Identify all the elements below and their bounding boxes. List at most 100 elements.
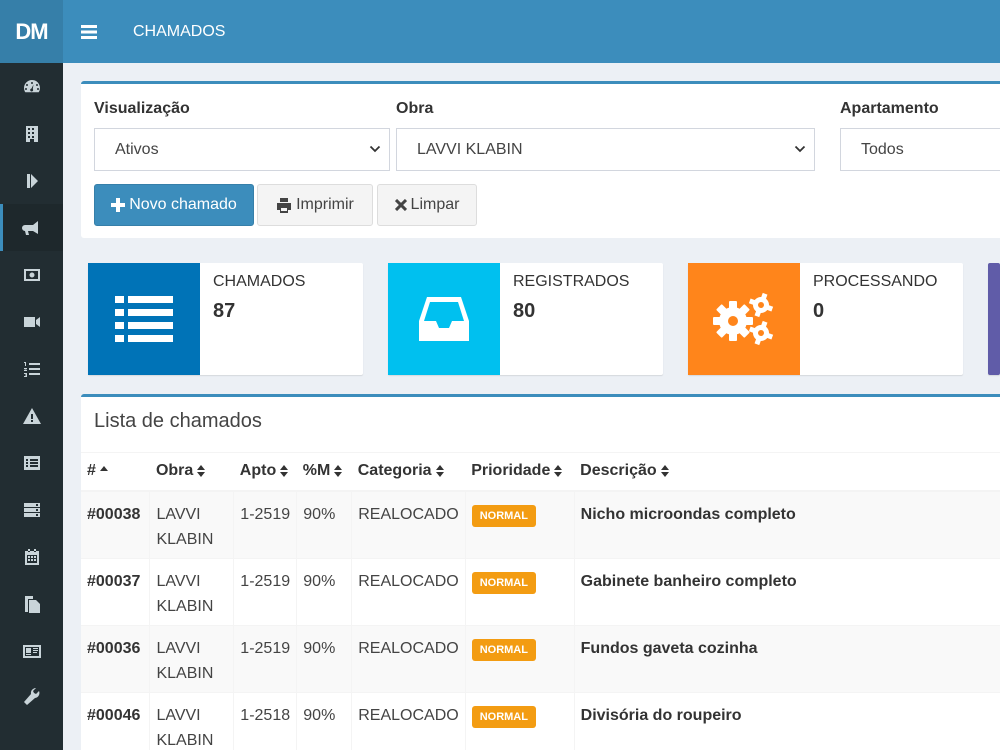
table-row[interactable]: #00046 LAVVI KLABIN 1-2518 90% REALOCADO …: [81, 692, 1000, 750]
sidebar-item-forward[interactable]: [0, 157, 63, 204]
stat-label: REGISTRADOS: [513, 273, 630, 290]
stat-value: 87: [213, 300, 236, 322]
cell-categoria: REALOCADO: [351, 625, 466, 693]
print-icon: [277, 197, 292, 213]
sort-icon: [280, 465, 289, 478]
sidebar-item-settings[interactable]: [0, 674, 63, 721]
cell-id: #00046: [81, 692, 151, 750]
priority-badge: NORMAL: [471, 705, 536, 728]
warning-icon: [22, 407, 41, 424]
cell-descricao: Nicho microondas completo: [574, 490, 1000, 559]
sort-icon: [435, 465, 444, 478]
cell-percent-m: 90%: [296, 490, 353, 559]
stat-card-chamados[interactable]: CHAMADOS 87: [88, 263, 363, 375]
visualizacao-value: Ativos: [115, 140, 159, 158]
imprimir-button[interactable]: Imprimir: [257, 184, 373, 226]
column-header-categoria[interactable]: Categoria: [351, 452, 466, 492]
stat-card-registrados[interactable]: REGISTRADOS 80: [388, 263, 663, 375]
stat-card-processando[interactable]: PROCESSANDO 0: [688, 263, 963, 375]
server-icon: [23, 502, 40, 517]
cell-percent-m: 90%: [296, 692, 353, 750]
cell-id: #00038: [81, 490, 151, 559]
video-camera-icon: [23, 316, 40, 327]
visualizacao-label: Visualização: [94, 100, 190, 117]
table-header-row: # Obra Apto %M Categoria Prioridade Desc…: [81, 452, 1000, 492]
wrench-icon: [23, 687, 39, 705]
table-row[interactable]: #00037 LAVVI KLABIN 1-2519 90% REALOCADO …: [81, 558, 1000, 626]
dashboard-icon: [23, 79, 40, 92]
cell-apto: 1-2518: [233, 692, 298, 750]
chamados-table: # Obra Apto %M Categoria Prioridade Desc…: [81, 452, 1000, 750]
column-header-prioridade[interactable]: Prioridade: [465, 452, 575, 492]
bullhorn-icon: [21, 220, 38, 235]
calendar-icon: [24, 548, 39, 565]
table-row[interactable]: #00038 LAVVI KLABIN 1-2519 90% REALOCADO …: [81, 490, 1000, 559]
novo-chamado-button[interactable]: Novo chamado: [94, 184, 254, 226]
sidebar-item-reports[interactable]: [0, 439, 63, 486]
limpar-button[interactable]: Limpar: [377, 184, 477, 226]
sort-icon: [660, 465, 669, 478]
apartamento-select[interactable]: Todos: [840, 128, 1000, 171]
sidebar-item-buildings[interactable]: [0, 110, 63, 157]
money-icon: [23, 268, 40, 281]
cell-apto: 1-2519: [233, 625, 298, 693]
column-header-obra[interactable]: Obra: [149, 452, 234, 492]
cell-descricao: Divisória do roupeiro: [574, 692, 1000, 750]
sidebar-item-alerts[interactable]: [0, 392, 63, 439]
sort-asc-icon: [99, 466, 108, 472]
top-header: CHAMADOS: [63, 0, 1000, 63]
plus-icon: [111, 198, 126, 212]
sidebar-item-calendar[interactable]: [0, 533, 63, 580]
table-row[interactable]: #00036 LAVVI KLABIN 1-2519 90% REALOCADO …: [81, 625, 1000, 693]
limpar-label: Limpar: [410, 196, 460, 213]
cell-percent-m: 90%: [296, 558, 353, 626]
sort-icon: [334, 465, 343, 478]
list-alt-icon: [23, 455, 40, 470]
chevron-down-icon: [369, 145, 381, 153]
stat-card-partial[interactable]: [988, 263, 1000, 375]
inbox-icon: [388, 263, 500, 375]
building-icon: [25, 125, 38, 142]
cell-obra: LAVVI KLABIN: [149, 558, 235, 626]
obra-label: Obra: [396, 100, 434, 117]
sidebar-item-video[interactable]: [0, 298, 63, 345]
cell-categoria: REALOCADO: [351, 490, 466, 559]
column-header-percent-m[interactable]: %M: [296, 452, 352, 492]
priority-badge: NORMAL: [471, 571, 536, 594]
sidebar-item-finance[interactable]: [0, 251, 63, 298]
sidebar-item-documents[interactable]: [0, 580, 63, 627]
sidebar-item-contacts[interactable]: [0, 627, 63, 674]
cell-apto: 1-2519: [233, 490, 298, 559]
cogs-icon: [688, 263, 800, 375]
cell-prioridade: NORMAL: [465, 490, 575, 559]
page-title: CHAMADOS: [133, 22, 226, 40]
stat-label: CHAMADOS: [213, 273, 306, 290]
cell-percent-m: 90%: [296, 625, 353, 693]
column-header-descricao[interactable]: Descrição: [574, 452, 1000, 492]
sort-icon: [554, 465, 563, 478]
chamados-list-panel: Lista de chamados # Obra Apto %M Categor…: [81, 394, 1000, 750]
list-ol-icon: [23, 361, 40, 377]
sidebar-item-dashboard[interactable]: [0, 63, 63, 110]
cell-categoria: REALOCADO: [351, 558, 466, 626]
id-card-icon: [22, 644, 41, 658]
sidebar-item-chamados[interactable]: [0, 204, 63, 251]
sort-icon: [197, 465, 206, 478]
stat-value: 80: [513, 300, 536, 322]
stat-value: 0: [813, 300, 825, 322]
cell-id: #00037: [81, 558, 151, 626]
visualizacao-select[interactable]: Ativos: [94, 128, 390, 171]
app-logo[interactable]: DM: [0, 0, 63, 63]
files-icon: [24, 595, 40, 613]
column-header-apto[interactable]: Apto: [233, 452, 297, 492]
obra-select[interactable]: LAVVI KLABIN: [396, 128, 815, 171]
column-header-id[interactable]: #: [81, 452, 150, 492]
obra-value: LAVVI KLABIN: [417, 140, 523, 158]
sidebar-item-servers[interactable]: [0, 486, 63, 533]
menu-toggle-button[interactable]: [63, 24, 115, 39]
cell-obra: LAVVI KLABIN: [149, 692, 235, 750]
times-icon: [394, 199, 407, 211]
sidebar-item-list[interactable]: [0, 345, 63, 392]
priority-badge: NORMAL: [471, 504, 536, 527]
list-icon: [88, 263, 200, 375]
